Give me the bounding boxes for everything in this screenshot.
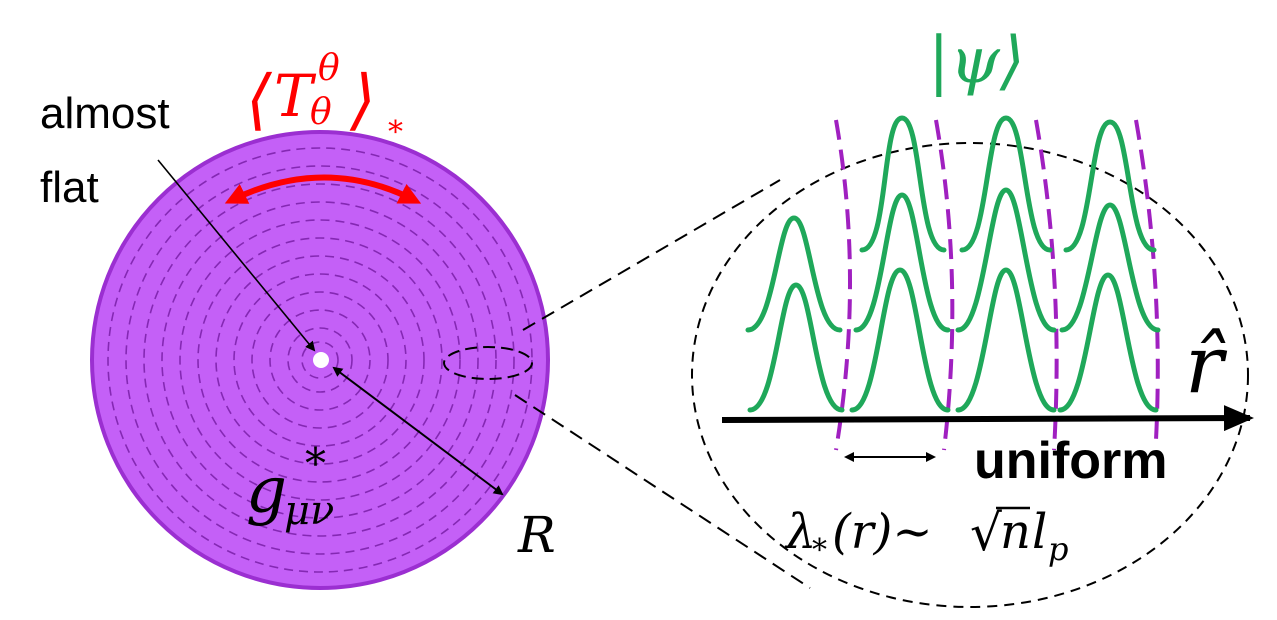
n-symbol: n: [1000, 504, 1031, 560]
stress-tensor-label: ⟨ T θ θ ⟩ *: [246, 48, 403, 150]
lambda-subscript: *: [812, 533, 827, 568]
stress-subscript: θ: [310, 92, 332, 133]
zoom-line-lower: [514, 394, 811, 589]
metric-superscript: *: [305, 439, 326, 488]
state-label: |ψ⟩: [928, 24, 1025, 98]
stress-close-bracket: ⟩: [349, 61, 376, 138]
stress-open-bracket: ⟨: [246, 61, 273, 138]
disk-center: [313, 352, 329, 368]
stress-T: T: [274, 62, 317, 130]
stress-superscript: θ: [318, 48, 340, 89]
wavepacket: [959, 115, 1053, 253]
stress-double-arrow: [224, 174, 422, 204]
metric-symbol: g: [246, 454, 287, 528]
stress-star: *: [388, 115, 403, 150]
cell-dividers: [834, 119, 1160, 451]
wavepacket: [1063, 119, 1157, 253]
l-symbol: l: [1032, 504, 1047, 560]
zoom-line-upper: [522, 179, 781, 331]
radial-axis: [721, 405, 1254, 432]
wavelength-formula: λ * (r)~ √ n l p: [784, 504, 1068, 568]
zoom-patch: [443, 346, 533, 380]
lambda-symbol: λ: [784, 504, 816, 560]
uniform-label: uniform: [974, 432, 1168, 490]
wavepacket: [745, 215, 843, 333]
p-subscript: p: [1048, 530, 1068, 568]
wavepacket: [955, 267, 1057, 413]
zoom-region: [691, 142, 1249, 608]
lambda-rest: (r)~: [832, 504, 933, 560]
wavepacket: [849, 267, 951, 413]
almost-flat-pointer: [157, 159, 316, 352]
wavepacket: [859, 115, 947, 253]
wavepackets: [745, 115, 1161, 413]
wavepacket: [1057, 272, 1159, 413]
wavepacket: [747, 282, 845, 413]
wavepacket: [955, 187, 1057, 333]
radius-arrow: [332, 366, 504, 496]
axis-label: r̂: [1185, 318, 1228, 411]
radius-label: R: [517, 506, 556, 564]
flat-label: flat: [40, 163, 99, 212]
metric-subscript: μν: [284, 488, 334, 534]
almost-label: almost: [40, 89, 170, 138]
sqrt-symbol: √: [970, 504, 1002, 562]
wavepacket: [1059, 202, 1161, 333]
wavepacket: [853, 192, 951, 333]
